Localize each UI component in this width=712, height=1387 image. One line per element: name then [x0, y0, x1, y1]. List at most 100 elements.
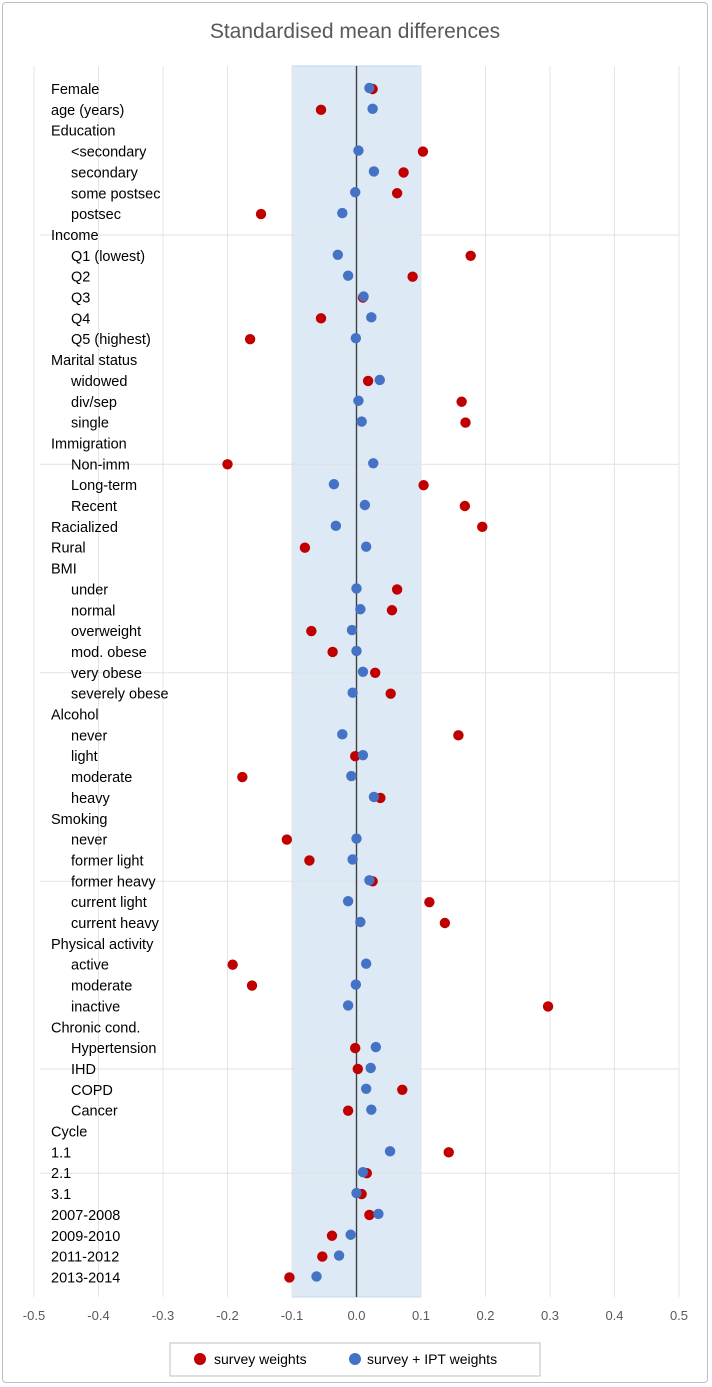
- x-tick-label: -0.5: [23, 1308, 45, 1323]
- point-survey-weights: [407, 271, 418, 282]
- point-survey-weights: [424, 896, 435, 908]
- point-ipt-weights: [333, 1250, 345, 1261]
- point-survey-weights: [304, 855, 315, 866]
- point-survey-weights: [453, 730, 464, 741]
- point-survey-weights: [299, 542, 311, 553]
- row-label: Smoking: [51, 812, 107, 828]
- point-survey-weights: [350, 1042, 361, 1054]
- row-label: 2009-2010: [51, 1229, 120, 1245]
- row-label: 2011-2012: [51, 1250, 119, 1266]
- point-survey-weights: [385, 688, 396, 699]
- point-ipt-weights: [337, 207, 348, 219]
- point-ipt-weights: [350, 979, 362, 990]
- legend-marker-survey-weights: [194, 1353, 206, 1365]
- point-survey-weights: [237, 771, 248, 783]
- row-label: postsec: [71, 207, 121, 223]
- point-ipt-weights: [360, 541, 372, 552]
- point-ipt-weights: [373, 1208, 384, 1220]
- row-label: severely obese: [71, 687, 169, 703]
- point-survey-weights: [306, 625, 317, 637]
- point-ipt-weights: [368, 458, 379, 469]
- point-survey-weights: [244, 334, 256, 345]
- row-label: Q3: [71, 291, 90, 307]
- row-label: former heavy: [71, 874, 156, 890]
- point-ipt-weights: [351, 833, 362, 844]
- x-tick-label: 0.2: [476, 1308, 494, 1323]
- row-label: Immigration: [51, 436, 127, 452]
- row-label: Cancer: [71, 1104, 118, 1120]
- x-tick-label: 0.1: [412, 1308, 430, 1323]
- row-label: Q5 (highest): [71, 332, 151, 348]
- legend-marker-ipt-weights: [349, 1353, 361, 1365]
- row-label: inactive: [71, 999, 120, 1015]
- x-tick-label: -0.2: [216, 1308, 238, 1323]
- point-ipt-weights: [355, 604, 366, 615]
- row-label: Physical activity: [51, 937, 154, 953]
- point-ipt-weights: [311, 1271, 322, 1282]
- row-label: some postsec: [71, 186, 160, 202]
- point-survey-weights: [246, 980, 258, 991]
- row-label: 2007-2008: [51, 1208, 120, 1224]
- row-label: heavy: [71, 791, 110, 807]
- point-ipt-weights: [347, 687, 358, 698]
- row-label: Q4: [71, 311, 90, 327]
- row-label: <secondary: [71, 145, 147, 161]
- point-ipt-weights: [357, 1167, 369, 1178]
- point-survey-weights: [342, 1105, 354, 1116]
- point-ipt-weights: [367, 103, 378, 115]
- row-label: secondary: [71, 165, 139, 181]
- x-tick-label: -0.1: [281, 1308, 303, 1323]
- point-ipt-weights: [351, 583, 362, 594]
- row-label: Female: [51, 82, 99, 98]
- point-ipt-weights: [351, 645, 362, 657]
- point-survey-weights: [456, 396, 467, 407]
- point-survey-weights: [352, 1063, 363, 1075]
- row-label: very obese: [71, 666, 142, 682]
- point-survey-weights: [255, 208, 267, 220]
- legend-label-survey-weights: survey weights: [214, 1351, 307, 1367]
- row-label: Long-term: [71, 478, 137, 494]
- point-survey-weights: [315, 104, 327, 116]
- point-survey-weights: [315, 313, 327, 324]
- point-survey-weights: [350, 751, 361, 762]
- point-survey-weights: [398, 167, 409, 178]
- row-label: widowed: [70, 374, 127, 390]
- row-label: Chronic cond.: [51, 1020, 140, 1036]
- row-label: never: [71, 833, 107, 849]
- point-ipt-weights: [346, 624, 358, 636]
- point-survey-weights: [391, 188, 403, 199]
- point-survey-weights: [397, 1084, 408, 1096]
- x-tick-label: 0.3: [541, 1308, 559, 1323]
- point-survey-weights: [362, 375, 374, 387]
- point-ipt-weights: [374, 374, 385, 386]
- row-label: Rural: [51, 541, 86, 557]
- point-ipt-weights: [370, 1041, 382, 1053]
- row-label: BMI: [51, 562, 77, 578]
- row-label: Cycle: [51, 1125, 87, 1141]
- point-survey-weights: [281, 834, 293, 845]
- point-ipt-weights: [356, 416, 367, 427]
- point-ipt-weights: [353, 145, 364, 156]
- point-ipt-weights: [368, 791, 380, 803]
- point-ipt-weights: [359, 499, 371, 511]
- point-survey-weights: [326, 1230, 338, 1241]
- point-survey-weights: [418, 479, 429, 491]
- row-label: light: [71, 749, 98, 765]
- point-ipt-weights: [357, 750, 369, 761]
- point-ipt-weights: [345, 1229, 356, 1240]
- point-ipt-weights: [368, 166, 380, 177]
- row-label: div/sep: [71, 395, 117, 411]
- legend-label-ipt-weights: survey + IPT weights: [367, 1351, 497, 1367]
- point-ipt-weights: [342, 895, 354, 907]
- row-label: single: [71, 416, 109, 432]
- point-ipt-weights: [350, 333, 362, 344]
- row-label: Q2: [71, 270, 90, 286]
- point-survey-weights: [439, 917, 451, 929]
- row-label: former light: [71, 853, 144, 869]
- row-label: Alcohol: [51, 708, 99, 724]
- point-ipt-weights: [337, 729, 348, 740]
- point-ipt-weights: [364, 82, 375, 94]
- point-ipt-weights: [365, 1062, 376, 1074]
- row-label: under: [71, 582, 108, 598]
- row-label: mod. obese: [71, 645, 147, 661]
